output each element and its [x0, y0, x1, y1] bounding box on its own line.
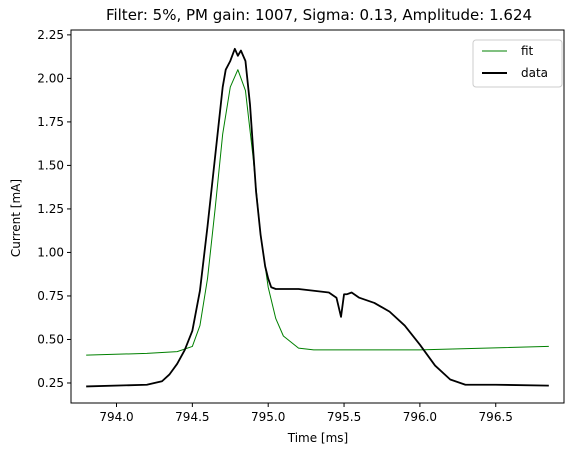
- legend-data-label: data: [521, 66, 548, 80]
- x-tick-label: 794.5: [175, 410, 209, 424]
- x-tick-label: 796.0: [403, 410, 437, 424]
- axes-frame: [70, 29, 565, 404]
- chart-title: Filter: 5%, PM gain: 1007, Sigma: 0.13, …: [106, 6, 532, 24]
- y-tick-label: 1.25: [37, 202, 64, 216]
- x-tick-label: 794.0: [99, 410, 133, 424]
- y-tick-label: 2.25: [37, 28, 64, 42]
- x-tick-label: 795.0: [251, 410, 285, 424]
- y-tick-label: 1.75: [37, 115, 64, 129]
- y-tick-label: 0.25: [37, 376, 64, 390]
- legend-fit-label: fit: [521, 44, 534, 58]
- y-tick-label: 2.00: [37, 71, 64, 85]
- legend-box: [472, 39, 563, 88]
- y-axis-label: Current [mA]: [9, 179, 23, 257]
- x-axis-label: Time [ms]: [287, 431, 349, 445]
- series-layer: [86, 47, 549, 388]
- series-line-fit: [86, 69, 549, 356]
- y-tick-label: 0.75: [37, 289, 64, 303]
- y-tick-label: 1.00: [37, 245, 64, 259]
- y-tick-label: 1.50: [37, 158, 64, 172]
- x-axis: 794.0 794.5 795.0 795.5 796.0 796.5: [99, 403, 513, 424]
- plot-area: [70, 29, 565, 404]
- legend: fit data: [472, 39, 563, 88]
- series-line-data: [86, 47, 549, 388]
- y-tick-label: 0.50: [37, 332, 64, 346]
- x-tick-label: 795.5: [327, 410, 361, 424]
- x-tick-label: 796.5: [479, 410, 513, 424]
- y-axis: 0.25 0.50 0.75 1.00 1.25 1.50 1.75 2.00 2.25: [37, 28, 71, 390]
